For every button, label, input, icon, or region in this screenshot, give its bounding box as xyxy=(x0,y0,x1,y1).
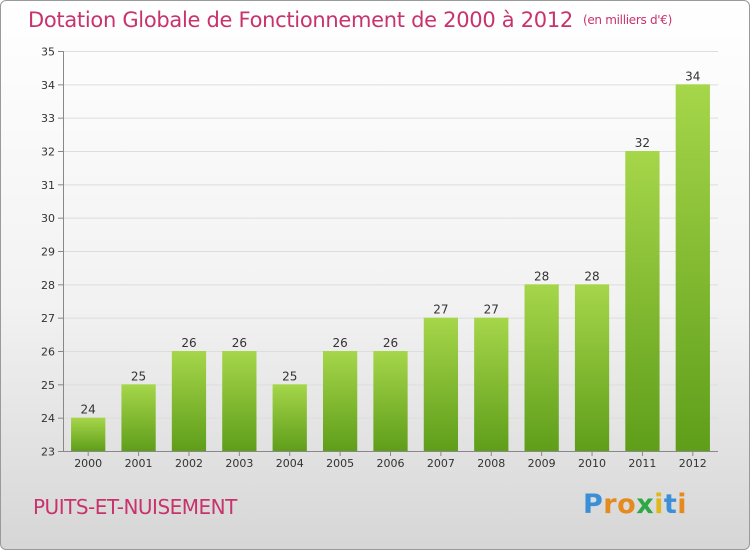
bar-2010 xyxy=(574,284,610,451)
bar-2003 xyxy=(222,351,257,451)
y-tick-label: 25 xyxy=(41,379,55,392)
unit-label: (en milliers d'€) xyxy=(582,13,672,27)
y-tick-label: 26 xyxy=(41,346,55,359)
y-tick-label: 31 xyxy=(41,179,55,192)
y-tick-label: 29 xyxy=(41,246,55,259)
bars xyxy=(71,84,710,451)
axes: 23 24 25 26 27 28 29 30 31 32 33 34 35 2000 2001 2002 20… xyxy=(41,46,718,470)
bar-2008 xyxy=(474,317,509,451)
value-label: 25 xyxy=(131,369,146,383)
logo-letter: t xyxy=(663,489,678,520)
x-tick-label: 2004 xyxy=(276,457,304,470)
bar-2007 xyxy=(423,317,459,451)
bar-2011 xyxy=(625,151,660,451)
y-tick-label: 23 xyxy=(41,446,55,459)
y-tick-label: 27 xyxy=(41,312,55,325)
value-label: 26 xyxy=(332,336,347,350)
x-tick-label: 2007 xyxy=(427,457,455,470)
x-tick-label: 2003 xyxy=(225,457,253,470)
x-tick-label: 2008 xyxy=(477,457,505,470)
x-tick-label: 2000 xyxy=(74,457,102,470)
value-label: 25 xyxy=(282,369,297,383)
y-tick-label: 28 xyxy=(41,279,55,292)
value-label: 27 xyxy=(433,303,448,317)
chart-title: Dotation Globale de Fonctionnement de 20… xyxy=(28,8,672,32)
y-tick-label: 30 xyxy=(41,212,55,225)
y-tick-label: 32 xyxy=(41,146,55,159)
value-label: 28 xyxy=(584,269,599,283)
title-text: Dotation Globale de Fonctionnement de 20… xyxy=(28,8,573,32)
proxiti-logo[interactable]: Proxiti xyxy=(583,489,687,520)
value-label: 26 xyxy=(232,336,247,350)
commune-name: PUITS-ET-NUISEMENT xyxy=(33,495,237,519)
x-tick-label: 2011 xyxy=(628,457,656,470)
value-label: 24 xyxy=(81,403,96,417)
y-tick-label: 35 xyxy=(41,46,55,59)
bar-2001 xyxy=(121,384,156,451)
bar-2004 xyxy=(272,384,307,451)
x-tick-label: 2012 xyxy=(679,457,707,470)
x-tick-label: 2010 xyxy=(578,457,606,470)
x-tick-label: 2009 xyxy=(528,457,556,470)
value-label: 26 xyxy=(181,336,196,350)
y-tick-label: 33 xyxy=(41,112,55,125)
value-labels: 24 25 26 26 25 26 26 27 27 28 28 32 34 xyxy=(81,69,701,416)
bar-2000 xyxy=(71,417,106,451)
x-tick-label: 2002 xyxy=(175,457,203,470)
value-label: 28 xyxy=(534,269,549,283)
logo-letter: P xyxy=(583,489,604,520)
bar-2012 xyxy=(675,84,710,451)
logo-letter: x xyxy=(636,489,655,520)
bar-2002 xyxy=(171,351,207,451)
x-tick-label: 2005 xyxy=(326,457,354,470)
bar-2006 xyxy=(373,351,408,451)
bar-2009 xyxy=(524,284,559,451)
logo-letter: o xyxy=(617,489,637,520)
value-label: 34 xyxy=(685,69,700,83)
y-tick-label: 34 xyxy=(41,79,55,92)
logo-letter: r xyxy=(603,489,618,520)
logo-letter: i xyxy=(677,489,688,520)
value-label: 27 xyxy=(484,303,499,317)
value-label: 32 xyxy=(635,136,650,150)
logo-letter: i xyxy=(654,489,664,520)
value-label: 26 xyxy=(383,336,398,350)
x-tick-label: 2006 xyxy=(377,457,405,470)
bar-2005 xyxy=(322,351,358,451)
y-tick-label: 24 xyxy=(41,412,55,425)
x-tick-label: 2001 xyxy=(125,457,153,470)
